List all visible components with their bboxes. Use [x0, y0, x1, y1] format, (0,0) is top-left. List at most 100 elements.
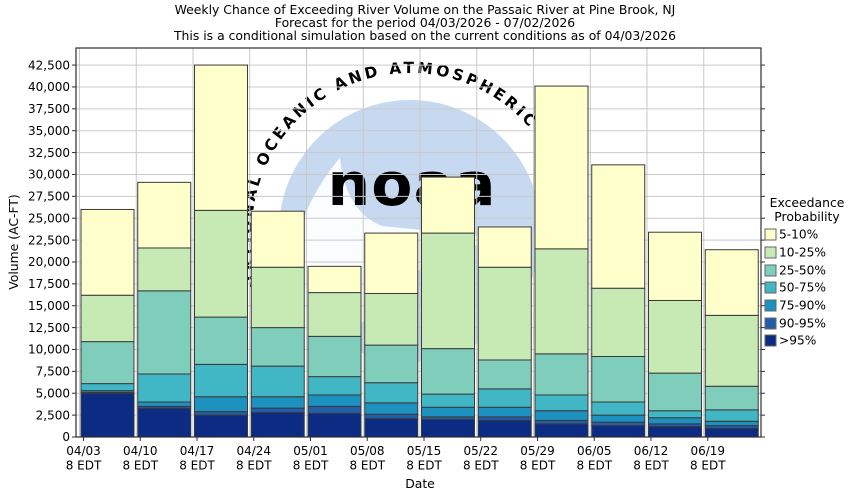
bar-segment-p90_95: [364, 413, 419, 420]
bar-segment-p10_25: [534, 248, 589, 355]
bar-segment-p75_90: [364, 402, 419, 415]
x-tick-date: 06/12: [634, 444, 669, 458]
y-tick-label: 25,000: [28, 211, 70, 225]
bar-segment-gt95: [591, 425, 646, 438]
y-tick-label: 37,500: [28, 102, 70, 116]
y-axis-title: Volume (AC-FT): [6, 194, 21, 290]
axis-tick-marks: [72, 64, 765, 441]
y-tick-label: 15,000: [28, 299, 70, 313]
bar-segment-p25_50: [648, 372, 702, 412]
bar-segment-gt95: [137, 407, 192, 438]
stacked-bars: [80, 64, 759, 438]
bar-segment-p5_10: [534, 85, 589, 250]
bar-segment-p25_50: [80, 341, 135, 385]
legend-swatch-10-25: [764, 246, 777, 259]
bar-segment-p50_75: [194, 363, 248, 398]
legend-label: 25-50%: [779, 264, 826, 278]
bar-segment-p25_50: [704, 385, 759, 411]
bar-segment-p50_75: [250, 365, 305, 398]
bar-segment-gt95: [194, 414, 248, 438]
bar-segment-p10_25: [137, 247, 192, 292]
bar-segment-p10_25: [80, 294, 135, 343]
bar-segment-p50_75: [364, 382, 419, 404]
bar-segment-p50_75: [477, 388, 532, 408]
y-tick-label: 35,000: [28, 124, 70, 138]
legend-title-line1: Exceedance: [770, 195, 845, 210]
bar-segment-p10_25: [648, 299, 702, 374]
bar-segment-p50_75: [591, 401, 646, 416]
x-tick-time: 8 EDT: [66, 459, 102, 473]
bar-segment-p90_95: [250, 407, 305, 413]
bar-segment-p90_95: [307, 405, 362, 414]
bar-segment-p10_25: [591, 287, 646, 357]
bar-segment-p25_50: [194, 316, 248, 365]
legend-item: 75-90%: [764, 299, 826, 313]
y-tick-label: 10,000: [28, 343, 70, 357]
bar-segment-p75_90: [194, 396, 248, 413]
x-tick-time: 8 EDT: [236, 459, 272, 473]
x-tick-date: 05/22: [463, 444, 498, 458]
x-tick-date: 05/01: [293, 444, 328, 458]
bar-segment-p5_10: [137, 181, 192, 249]
bar-segment-gt95: [307, 412, 362, 438]
bar-segment-p5_10: [421, 176, 475, 234]
y-tick-label: 22,500: [28, 233, 70, 247]
y-tick-label: 27,500: [28, 190, 70, 204]
legend-item: >95%: [764, 334, 816, 348]
legend-swatch-gt95: [764, 334, 777, 347]
bar-segment-p75_90: [591, 414, 646, 423]
x-tick-date: 04/10: [123, 444, 158, 458]
bar-segment-p10_25: [250, 266, 305, 329]
legend-item: 50-75%: [764, 281, 826, 295]
bar-segment-p25_50: [477, 359, 532, 390]
bar-segment-p25_50: [307, 335, 362, 378]
x-tick-time: 8 EDT: [293, 459, 329, 473]
legend-label: 90-95%: [779, 317, 826, 331]
bar-segment-p5_10: [250, 210, 305, 268]
y-tick-label: 2,500: [36, 408, 70, 422]
chart-title-line2: Forecast for the period 04/03/2026 - 07/…: [275, 15, 575, 30]
bar-segment-p5_10: [194, 64, 248, 211]
x-tick-date: 04/17: [180, 444, 215, 458]
legend-swatch-90-95: [764, 317, 777, 330]
bar-segment-gt95: [80, 392, 135, 438]
x-tick-date: 04/03: [66, 444, 101, 458]
x-axis-title: Date: [405, 476, 435, 491]
bar-segment-p90_95: [534, 419, 589, 425]
bar-segment-p5_10: [648, 231, 702, 301]
bar-segment-p75_90: [477, 406, 532, 418]
bar-segment-p75_90: [648, 417, 702, 425]
x-tick-time: 8 EDT: [179, 459, 215, 473]
legend-swatch-50-75: [764, 281, 777, 294]
legend-item: 90-95%: [764, 317, 826, 331]
legend: Exceedance Probability 5-10% 10-25% 25-5…: [764, 195, 845, 348]
bar-segment-p10_25: [421, 232, 475, 350]
x-tick-time: 8 EDT: [349, 459, 385, 473]
bar-segment-gt95: [250, 411, 305, 438]
legend-item: 5-10%: [764, 228, 818, 242]
y-tick-label: 42,500: [28, 58, 70, 72]
bar-segment-p50_75: [648, 410, 702, 419]
bar-segment-p5_10: [364, 232, 419, 294]
y-tick-label: 32,500: [28, 146, 70, 160]
bar-segment-gt95: [648, 425, 702, 438]
bar-segment-p25_50: [250, 327, 305, 367]
bar-segment-p50_75: [137, 373, 192, 403]
bar-segment-gt95: [534, 423, 589, 438]
legend-label: 75-90%: [779, 299, 826, 313]
chart-title-line1: Weekly Chance of Exceeding River Volume …: [175, 2, 676, 17]
bar-segment-gt95: [704, 427, 759, 438]
legend-item: 25-50%: [764, 264, 826, 278]
bar-segment-p10_25: [704, 314, 759, 387]
bar-segment-p90_95: [477, 416, 532, 421]
legend-label: 10-25%: [779, 246, 826, 260]
bar-segment-gt95: [477, 419, 532, 438]
legend-label: 5-10%: [779, 228, 818, 242]
bar-segment-p10_25: [477, 266, 532, 361]
bar-segment-p5_10: [307, 265, 362, 294]
bar-segment-p25_50: [364, 344, 419, 384]
legend-swatch-25-50: [764, 264, 777, 277]
y-tick-label: 17,500: [28, 277, 70, 291]
x-tick-date: 05/29: [520, 444, 555, 458]
